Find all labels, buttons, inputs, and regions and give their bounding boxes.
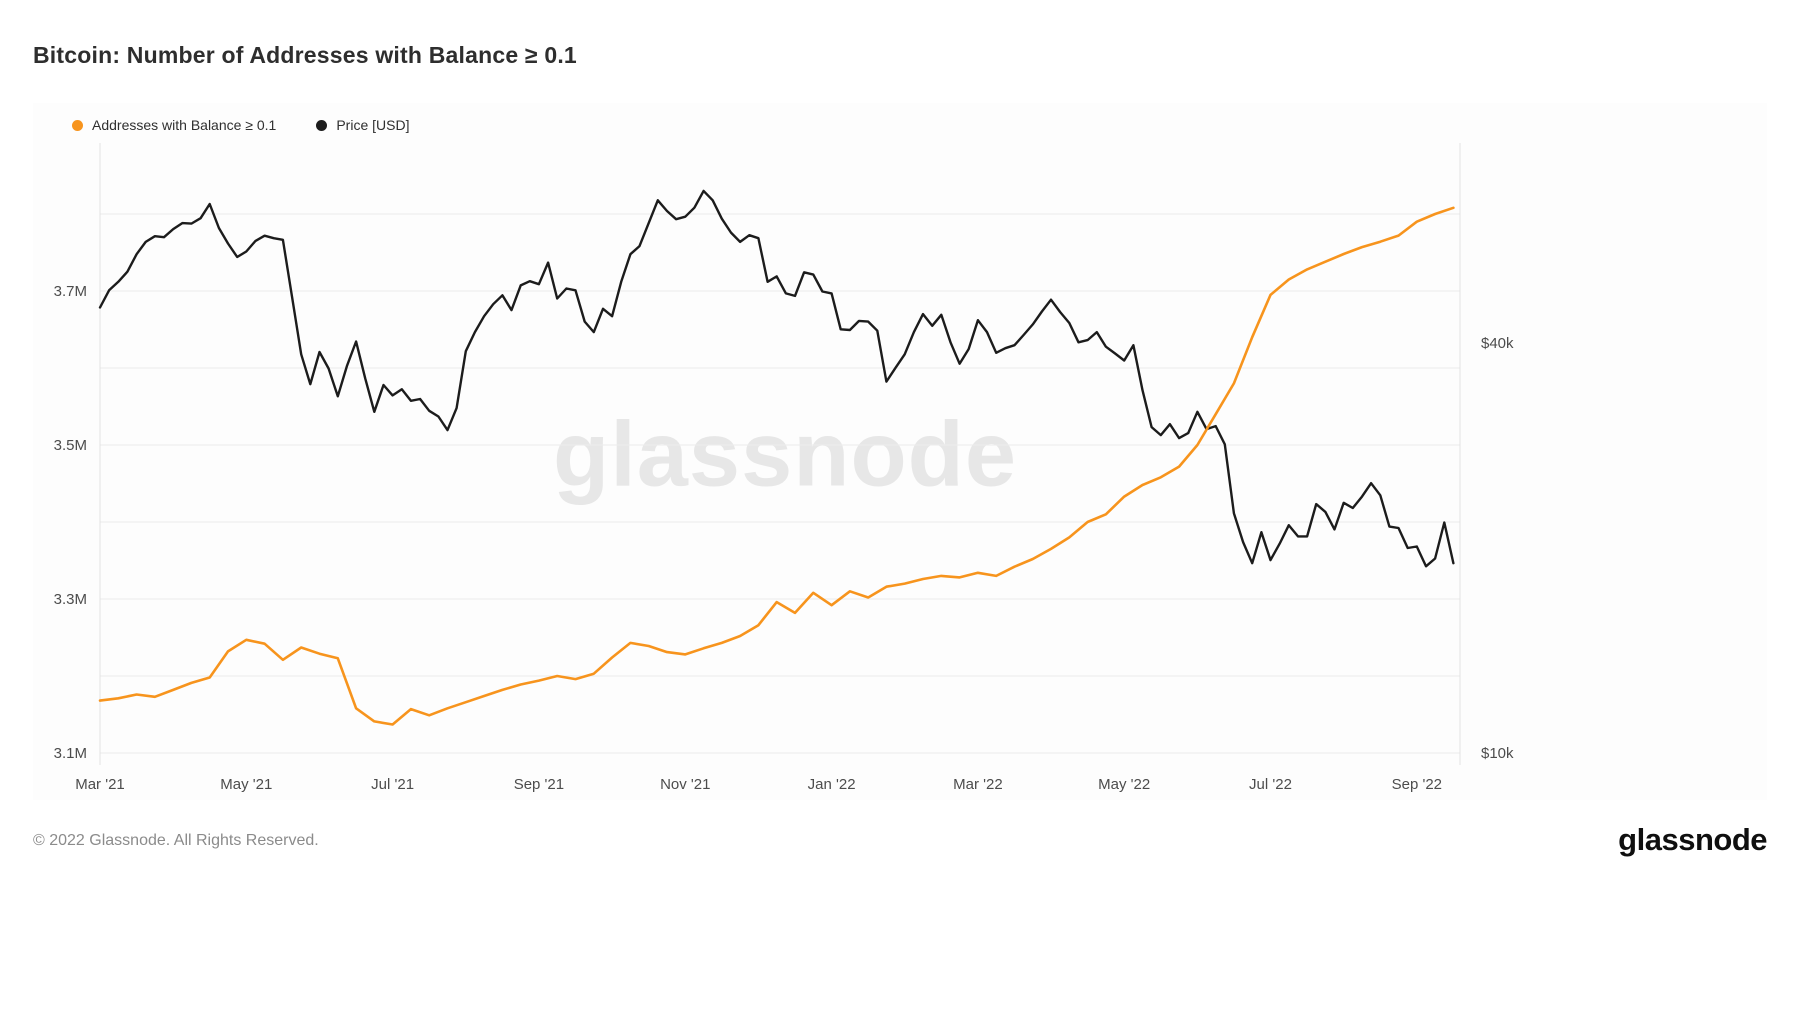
left-axis-tick-label: 3.3M: [54, 591, 87, 608]
page-title: Bitcoin: Number of Addresses with Balanc…: [33, 42, 577, 68]
x-axis-tick-label: Jan '22: [808, 776, 856, 793]
x-axis-tick-label: Jul '21: [371, 776, 414, 793]
glassnode-watermark: glassnode: [552, 403, 1018, 506]
legend-label-addresses: Addresses with Balance ≥ 0.1: [92, 117, 277, 133]
series-line-addresses: [98, 206, 1455, 726]
x-axis-tick-label: Sep '22: [1392, 776, 1442, 793]
series-line-price: [98, 189, 1455, 568]
right-axis-tick-label: $40k: [1481, 335, 1514, 352]
legend-item-price[interactable]: Price [USD]: [316, 117, 409, 133]
x-axis-tick-label: Jul '22: [1249, 776, 1292, 793]
x-axis-tick-label: Mar '22: [953, 776, 1003, 793]
x-axis-tick-label: Sep '21: [514, 776, 564, 793]
legend-dot-price-icon: [316, 119, 328, 131]
chart-legend: Addresses with Balance ≥ 0.1 Price [USD]: [72, 117, 409, 133]
legend-dot-addresses-icon: [72, 119, 83, 131]
left-axis-tick-label: 3.1M: [54, 745, 87, 762]
x-axis-tick-label: May '21: [220, 776, 272, 793]
left-axis-tick-label: 3.7M: [54, 283, 87, 300]
right-axis-tick-label: $10k: [1481, 745, 1514, 762]
chart-svg[interactable]: 3.1M 3.3M 3.5M 3.7M $10k $40k Mar '21 May '21 Ju…: [33, 103, 1767, 800]
x-axis-tick-label: Nov '21: [660, 776, 710, 793]
legend-label-price: Price [USD]: [336, 117, 410, 133]
x-axis-tick-label: May '22: [1098, 776, 1150, 793]
footer-copyright: © 2022 Glassnode. All Rights Reserved.: [33, 832, 319, 849]
x-axis-tick-label: Mar '21: [75, 776, 125, 793]
chart-card: Addresses with Balance ≥ 0.1 Price [USD]…: [33, 103, 1767, 800]
left-axis-tick-label: 3.5M: [54, 437, 87, 454]
legend-item-addresses[interactable]: Addresses with Balance ≥ 0.1: [72, 117, 276, 133]
glassnode-logo[interactable]: glassnode: [1618, 822, 1767, 857]
